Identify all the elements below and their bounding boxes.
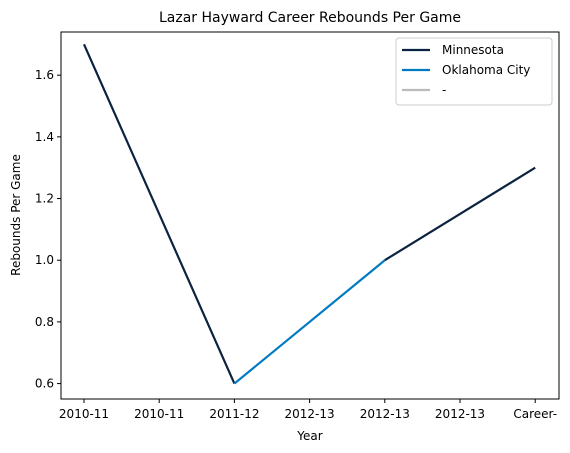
y-tick-label: 1.6 bbox=[35, 68, 54, 82]
x-tick-label: Career- bbox=[513, 407, 557, 421]
legend: Minnesota Oklahoma City - bbox=[395, 37, 553, 106]
x-axis: 2010-11 2010-11 2011-12 2012-13 2012-13 2012-… bbox=[59, 399, 557, 421]
legend-label: Minnesota bbox=[442, 43, 504, 57]
x-tick-label: 2011-12 bbox=[209, 407, 259, 421]
y-axis-label: Rebounds Per Game bbox=[9, 154, 23, 276]
x-tick-label: 2010-11 bbox=[59, 407, 109, 421]
legend-label: - bbox=[442, 83, 446, 97]
x-tick-label: 2012-13 bbox=[360, 407, 410, 421]
y-axis: 0.6 0.8 1.0 1.2 1.4 1.6 bbox=[35, 68, 61, 391]
x-tick-label: 2010-11 bbox=[134, 407, 184, 421]
y-tick-label: 1.2 bbox=[35, 192, 54, 206]
y-tick-label: 0.8 bbox=[35, 315, 54, 329]
chart-title: Lazar Hayward Career Rebounds Per Game bbox=[159, 10, 461, 26]
y-tick-label: 0.6 bbox=[35, 377, 54, 391]
x-axis-label: Year bbox=[296, 429, 322, 443]
legend-box bbox=[395, 37, 553, 106]
y-tick-label: 1.4 bbox=[35, 130, 54, 144]
series-line-1 bbox=[233, 259, 386, 385]
y-tick-label: 1.0 bbox=[35, 253, 54, 267]
series-line-0 bbox=[82, 43, 236, 385]
plot-lines bbox=[82, 43, 536, 385]
series-line-2 bbox=[384, 166, 536, 262]
x-tick-label: 2012-13 bbox=[435, 407, 485, 421]
legend-label: Oklahoma City bbox=[442, 63, 530, 77]
x-tick-label: 2012-13 bbox=[285, 407, 335, 421]
